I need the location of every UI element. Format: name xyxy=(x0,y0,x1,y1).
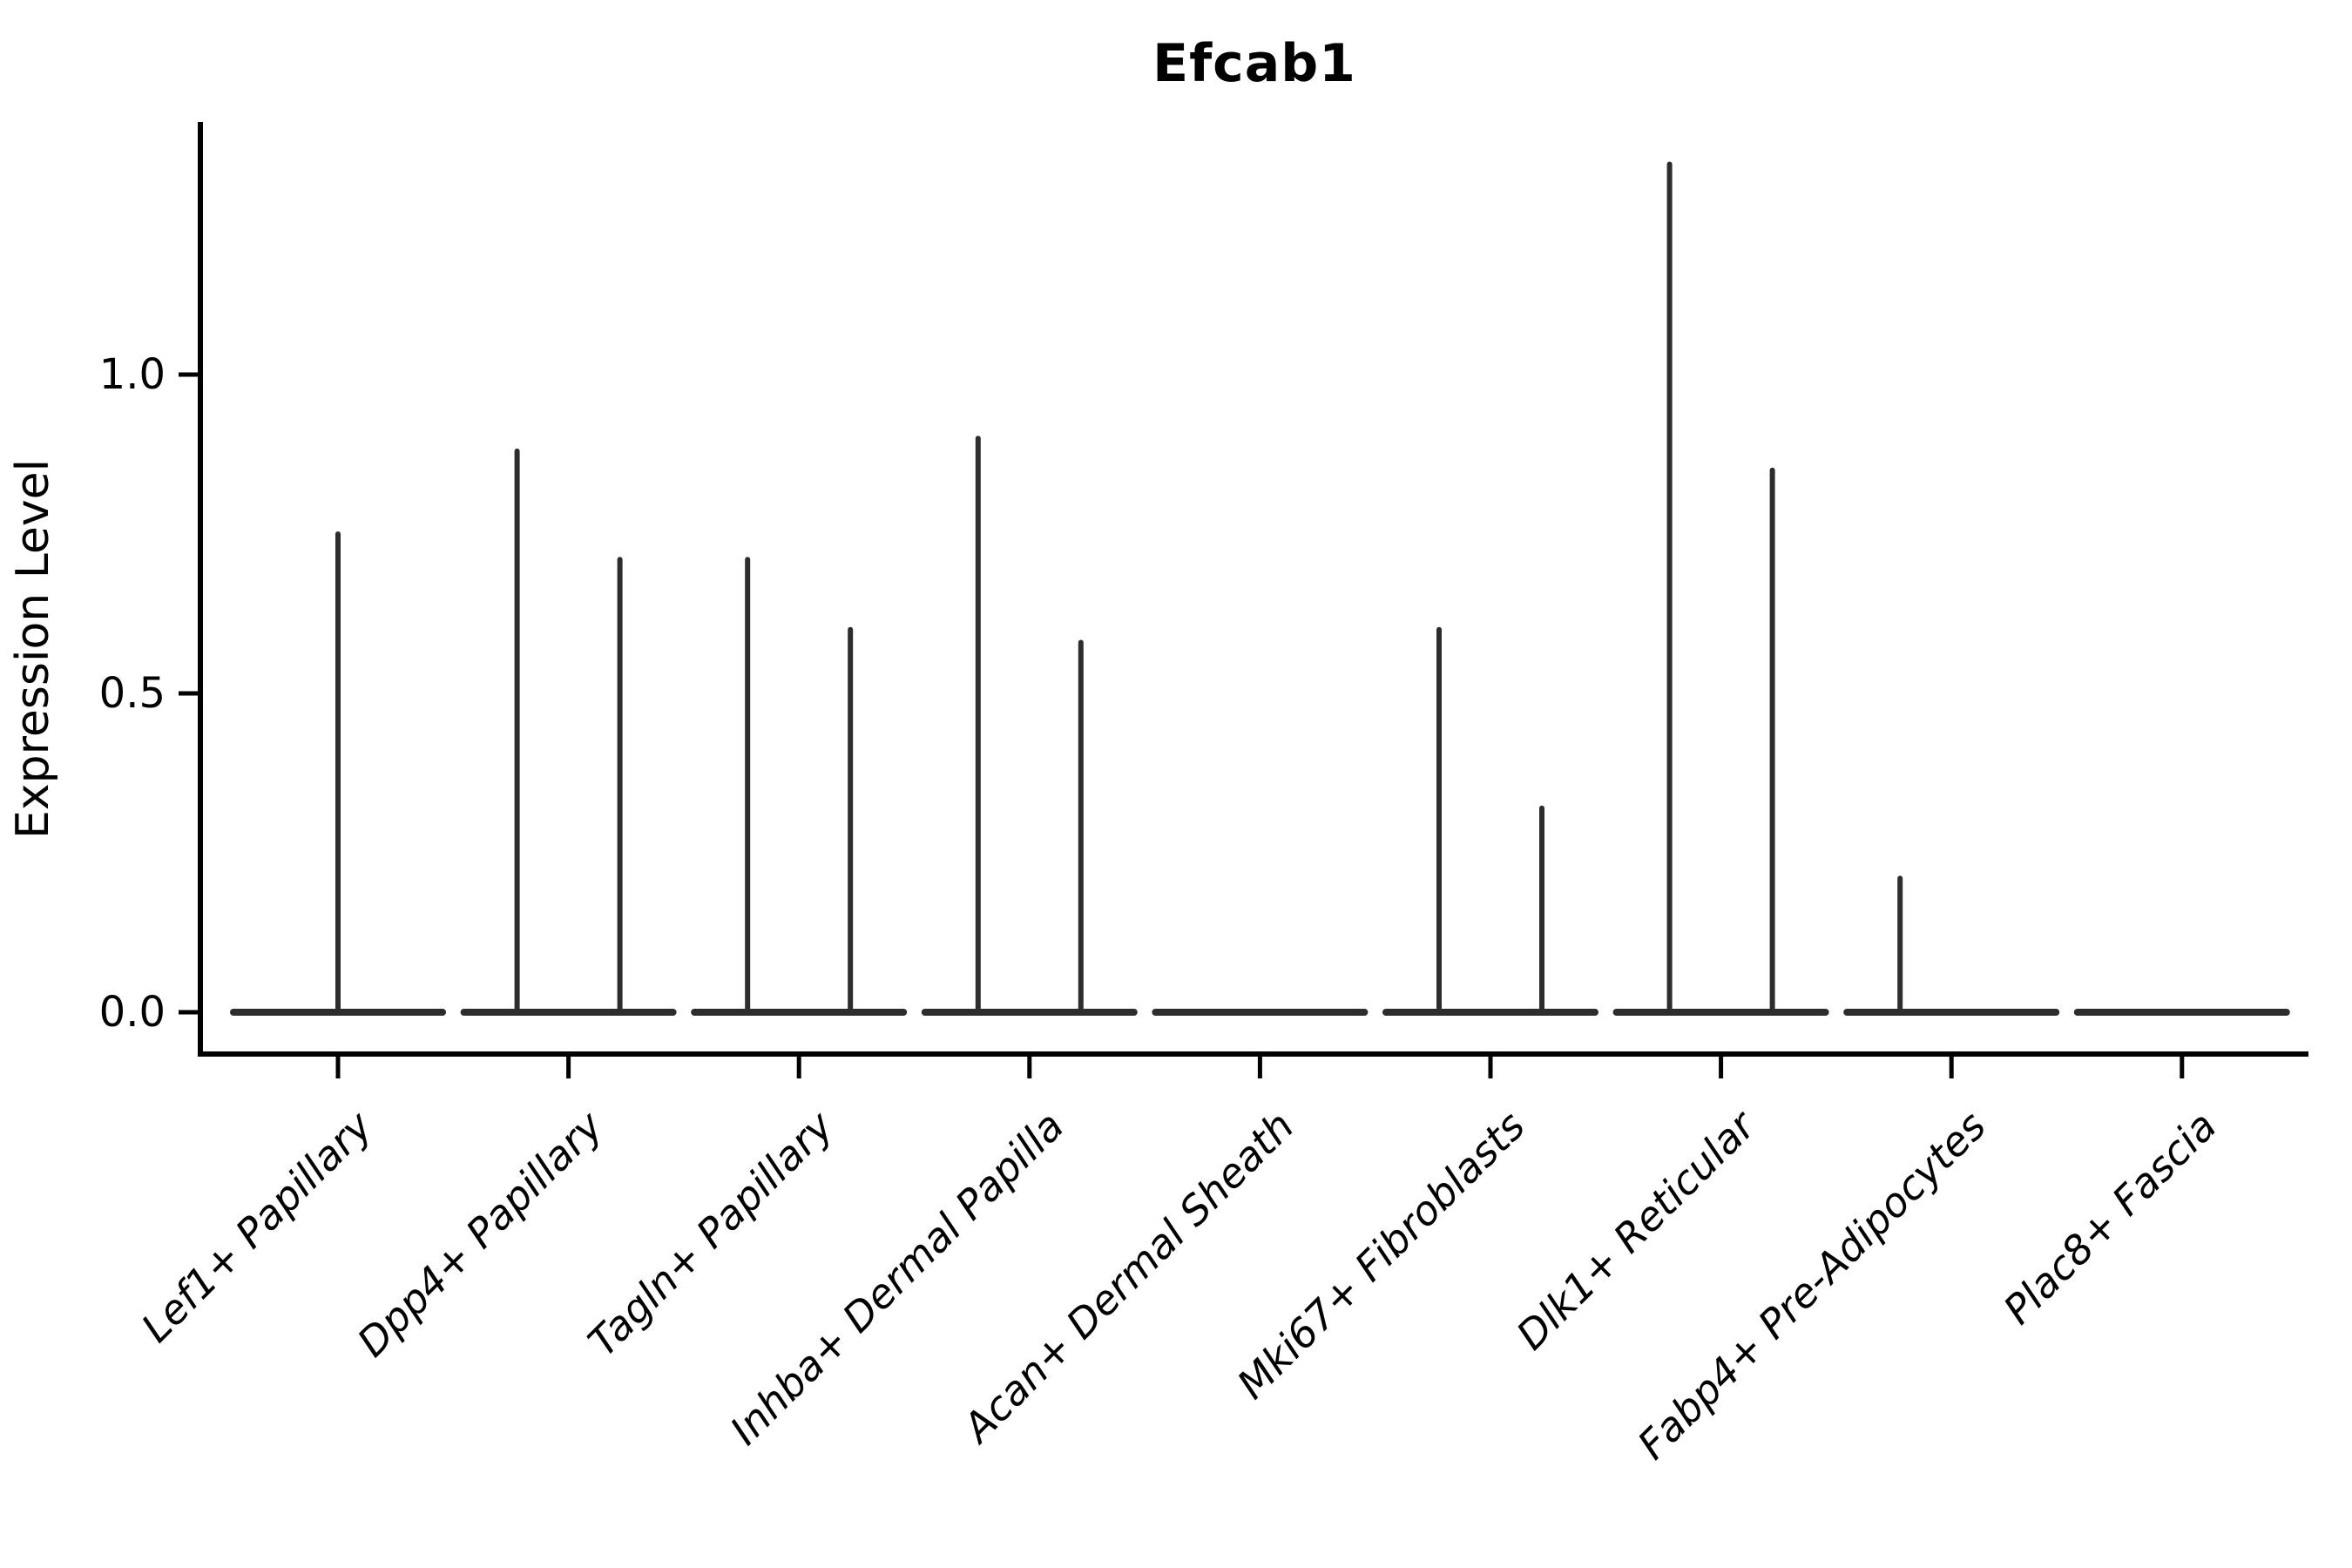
y-tick-label: 1.0 xyxy=(98,350,166,399)
plot-title: Efcab1 xyxy=(1152,33,1356,94)
y-tick-label: 0.5 xyxy=(98,669,166,718)
y-tick-label: 0.0 xyxy=(98,988,166,1037)
